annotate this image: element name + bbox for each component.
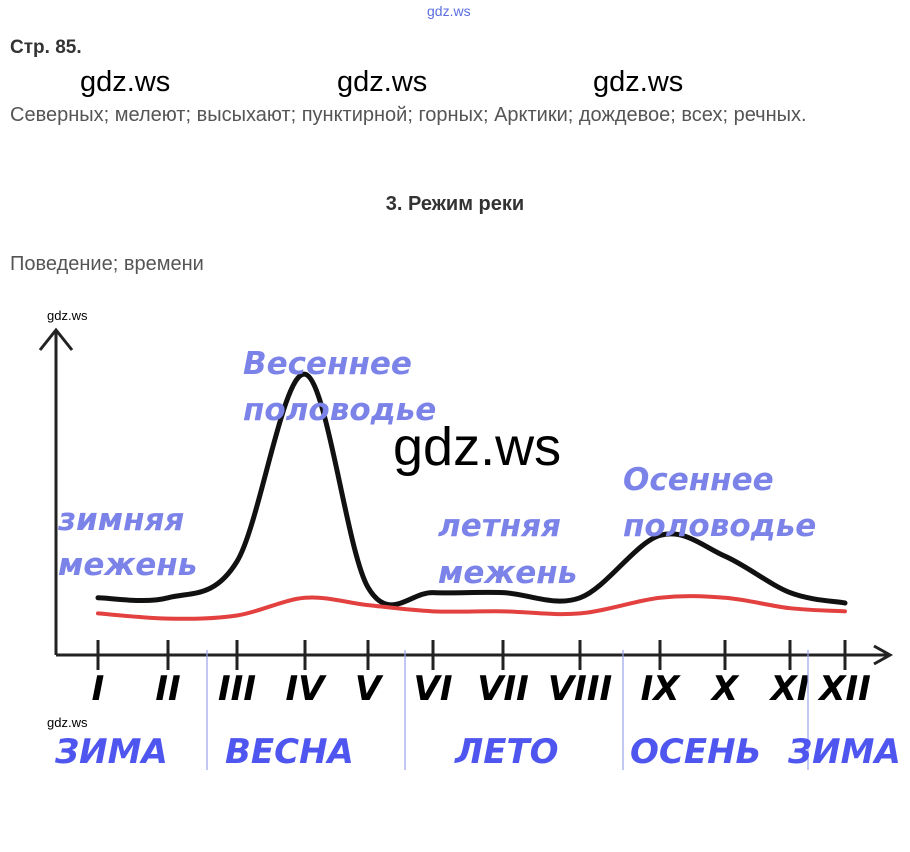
watermark-1: gdz.ws [80, 66, 171, 98]
season-label: ВЕСНА [225, 732, 354, 772]
x-tick-label: V [355, 669, 384, 709]
y-axis-arrow [38, 327, 74, 351]
watermark-top: gdz.ws [427, 3, 471, 19]
x-tick-label: IX [641, 669, 682, 709]
annotation-autumn-2: половодье [623, 508, 816, 544]
x-tick-label: I [92, 669, 105, 709]
watermark-chart-top: gdz.ws [47, 308, 88, 323]
x-tick-label: II [155, 669, 180, 709]
watermark-3: gdz.ws [593, 66, 684, 98]
x-tick-label: XII [817, 669, 871, 709]
answer-text-2: Поведение; времени [10, 253, 204, 275]
season-label: ОСЕНЬ [630, 732, 761, 772]
season-label: ЛЕТО [454, 732, 559, 772]
annotation-winter-1: зимняя [57, 502, 184, 538]
series-line-base [96, 594, 847, 621]
season-label: ЗИМА [787, 732, 901, 772]
x-tick-label: XI [769, 669, 810, 709]
watermark-chart-bottom: gdz.ws [47, 715, 88, 730]
annotation-summer-1: летняя [438, 508, 561, 544]
annotation-autumn-1: Осеннее [623, 462, 774, 498]
x-tick-label: VII [477, 669, 529, 709]
x-tick-label: VIII [548, 669, 612, 709]
page-reference: Стр. 85. [10, 37, 82, 58]
annotation-summer-2: межень [438, 555, 577, 591]
x-tick-label: VI [414, 669, 453, 709]
season-label: ЗИМА [54, 732, 168, 772]
annotation-spring-2: половодье [243, 392, 436, 428]
watermark-center: gdz.ws [393, 417, 562, 477]
x-axis-arrow [873, 644, 894, 666]
x-tick-label: III [218, 669, 256, 709]
annotation-spring-1: Весеннее [243, 346, 412, 382]
annotation-winter-2: межень [58, 547, 197, 583]
x-tick-label: IV [286, 669, 328, 709]
x-tick-label: X [710, 669, 740, 709]
answer-text: Северных; мелеют; высыхают; пунктирной; … [10, 104, 807, 126]
section-title: 3. Режим реки [385, 193, 525, 215]
watermark-2: gdz.ws [337, 66, 428, 98]
